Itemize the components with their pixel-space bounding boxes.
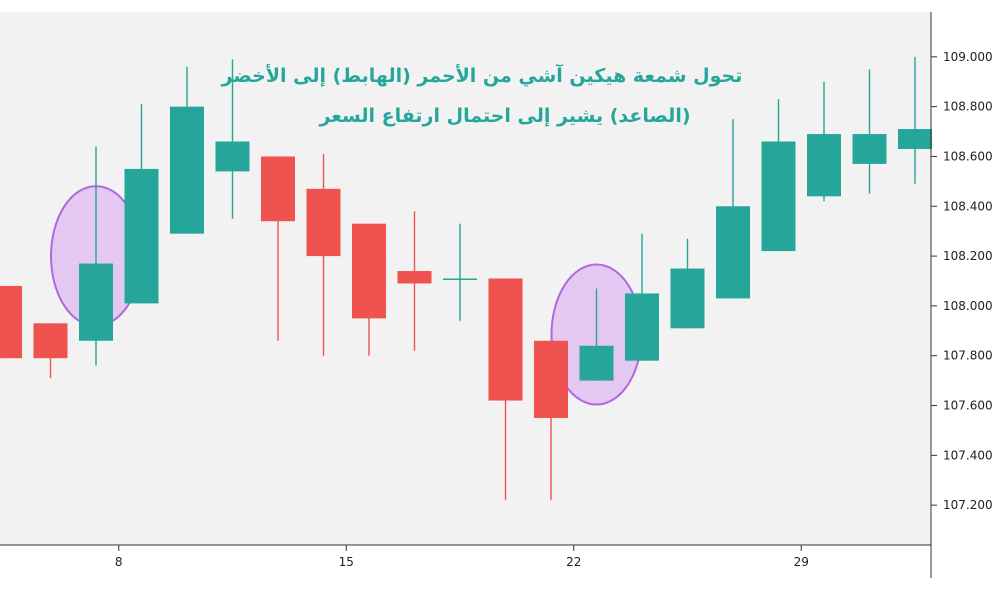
- candle-body: [898, 129, 932, 149]
- candle-body: [716, 206, 750, 299]
- bearish-candle: [261, 156, 295, 341]
- candle-body: [79, 263, 113, 341]
- x-tick-label: 15: [339, 555, 354, 569]
- candle-body: [488, 278, 523, 401]
- candle-body: [397, 271, 432, 284]
- y-tick-label: 108.400: [943, 199, 993, 213]
- x-tick-label: 22: [566, 555, 581, 569]
- y-tick-label: 108.600: [943, 149, 993, 163]
- y-tick-label: 109.000: [943, 50, 993, 64]
- bearish-candle: [33, 323, 68, 379]
- candle-body: [670, 268, 705, 329]
- candle-body: [306, 188, 341, 257]
- bullish-candle: [579, 288, 614, 381]
- bullish-candle: [79, 146, 113, 366]
- candle-body: [215, 141, 250, 172]
- bullish-candle: [670, 238, 705, 329]
- bearish-candle: [534, 340, 568, 501]
- candle-body: [579, 345, 614, 381]
- y-tick-label: 107.200: [943, 498, 993, 512]
- y-tick-label: 108.000: [943, 299, 993, 313]
- candle-body: [625, 293, 659, 361]
- candle-body: [0, 285, 22, 359]
- y-axis-ticks: 109.000 108.800 108.600 108.400 108.200 108.0…: [931, 50, 993, 512]
- candle-body: [124, 168, 159, 304]
- bullish-candle: [625, 233, 659, 361]
- bullish-candle: [170, 66, 204, 234]
- bullish-candle: [716, 119, 750, 299]
- candle-body: [261, 156, 295, 222]
- candle-body: [33, 323, 68, 359]
- y-tick-label: 107.400: [943, 448, 993, 462]
- bullish-candle: [443, 223, 477, 321]
- bearish-candle: [0, 285, 22, 359]
- bullish-candle: [215, 59, 250, 219]
- bullish-candle: [852, 69, 887, 194]
- candle-body: [807, 134, 841, 197]
- bearish-candle: [488, 278, 523, 501]
- candle-body: [443, 278, 477, 280]
- bearish-candle: [352, 223, 386, 356]
- bullish-candle: [124, 104, 159, 304]
- x-tick-label: 8: [115, 555, 123, 569]
- bearish-candle: [397, 211, 432, 351]
- y-tick-label: 108.800: [943, 100, 993, 114]
- candle-body: [761, 141, 796, 252]
- bullish-candle: [807, 81, 841, 202]
- candle-body: [534, 340, 568, 418]
- annotation-line-2: (الصاعد) يشير إلى احتمال ارتفاع السعر: [318, 105, 690, 127]
- candle-body: [352, 223, 386, 319]
- x-axis-ticks: 8 15 22 29: [115, 545, 809, 569]
- annotation-line-1: تحول شمعة هيكين آشي من الأحمر (الهابط) إ…: [221, 63, 743, 87]
- bullish-candle: [761, 99, 796, 252]
- candles: [0, 56, 932, 501]
- y-tick-label: 107.600: [943, 399, 993, 413]
- candle-body: [170, 106, 204, 234]
- y-tick-label: 108.200: [943, 249, 993, 263]
- x-tick-label: 29: [794, 555, 809, 569]
- bearish-candle: [306, 153, 341, 356]
- candle-body: [852, 134, 887, 164]
- y-tick-label: 107.800: [943, 349, 993, 363]
- bullish-candle: [898, 56, 932, 184]
